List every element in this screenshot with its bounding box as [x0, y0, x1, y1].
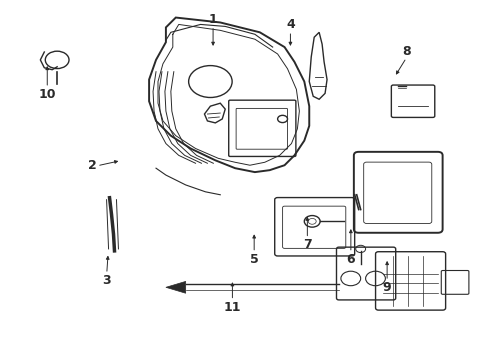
Text: 10: 10 — [39, 88, 56, 101]
Text: 4: 4 — [285, 18, 294, 31]
Text: 8: 8 — [401, 45, 410, 58]
Text: 7: 7 — [303, 238, 311, 252]
Text: 1: 1 — [208, 13, 217, 26]
Text: 11: 11 — [223, 301, 241, 314]
Text: 2: 2 — [88, 159, 97, 172]
Polygon shape — [165, 282, 185, 293]
Text: 3: 3 — [102, 274, 111, 287]
Text: 9: 9 — [382, 281, 390, 294]
Text: 5: 5 — [249, 253, 258, 266]
Text: 6: 6 — [346, 253, 354, 266]
